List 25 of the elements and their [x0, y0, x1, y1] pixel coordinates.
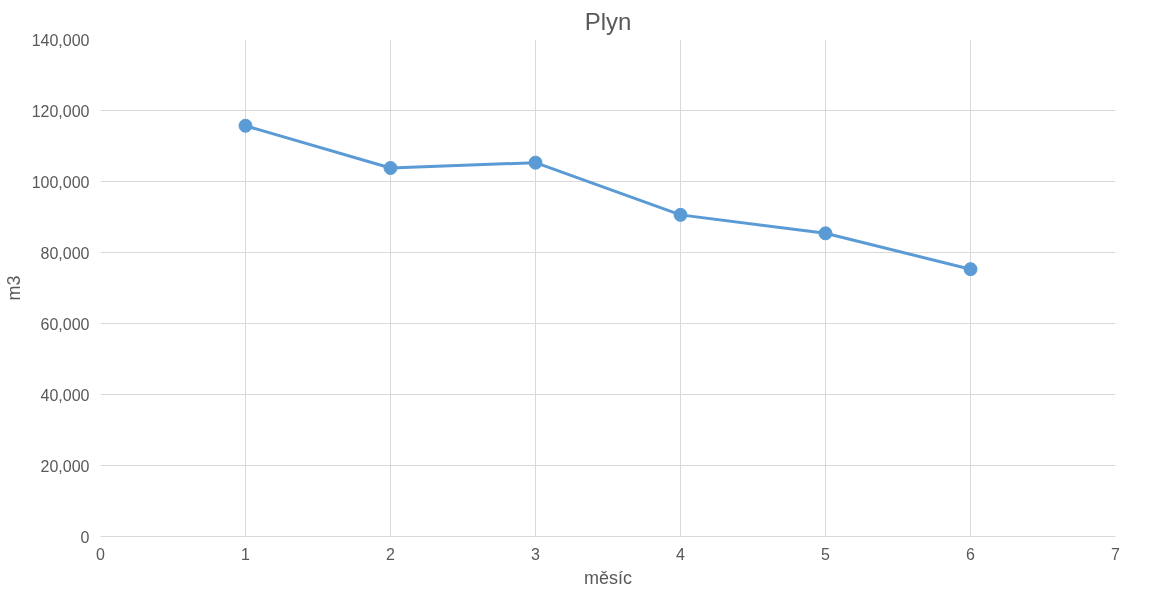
y-tick-label: 140,000: [31, 31, 90, 49]
point: [963, 262, 978, 277]
y-tick-label: 20,000: [40, 457, 90, 475]
x-tick-label: 3: [531, 545, 541, 563]
x-tick-label: 5: [821, 545, 831, 563]
y-tick-label: 60,000: [40, 315, 90, 333]
x-tick-label: 7: [1111, 545, 1121, 563]
point: [383, 161, 398, 175]
x-axis-title: měsíc: [584, 567, 633, 588]
x-tick-label: 6: [966, 545, 976, 563]
point: [528, 155, 543, 170]
y-tick-label: 40,000: [40, 386, 90, 404]
y-axis-title: m3: [3, 275, 24, 301]
y-tick-label: 80,000: [40, 244, 90, 262]
x-tick-label: 1: [241, 545, 251, 563]
point: [238, 118, 253, 133]
x-tick-label: 0: [96, 545, 106, 563]
x-tick-label: 2: [386, 545, 396, 563]
point: [673, 207, 688, 222]
x-tick-label: 4: [676, 545, 686, 563]
y-tick-label: 100,000: [31, 173, 90, 191]
y-tick-label: 0: [80, 528, 90, 546]
point: [818, 226, 833, 241]
y-tick-label: 120,000: [31, 102, 90, 120]
chart-title: Plyn: [584, 7, 632, 35]
